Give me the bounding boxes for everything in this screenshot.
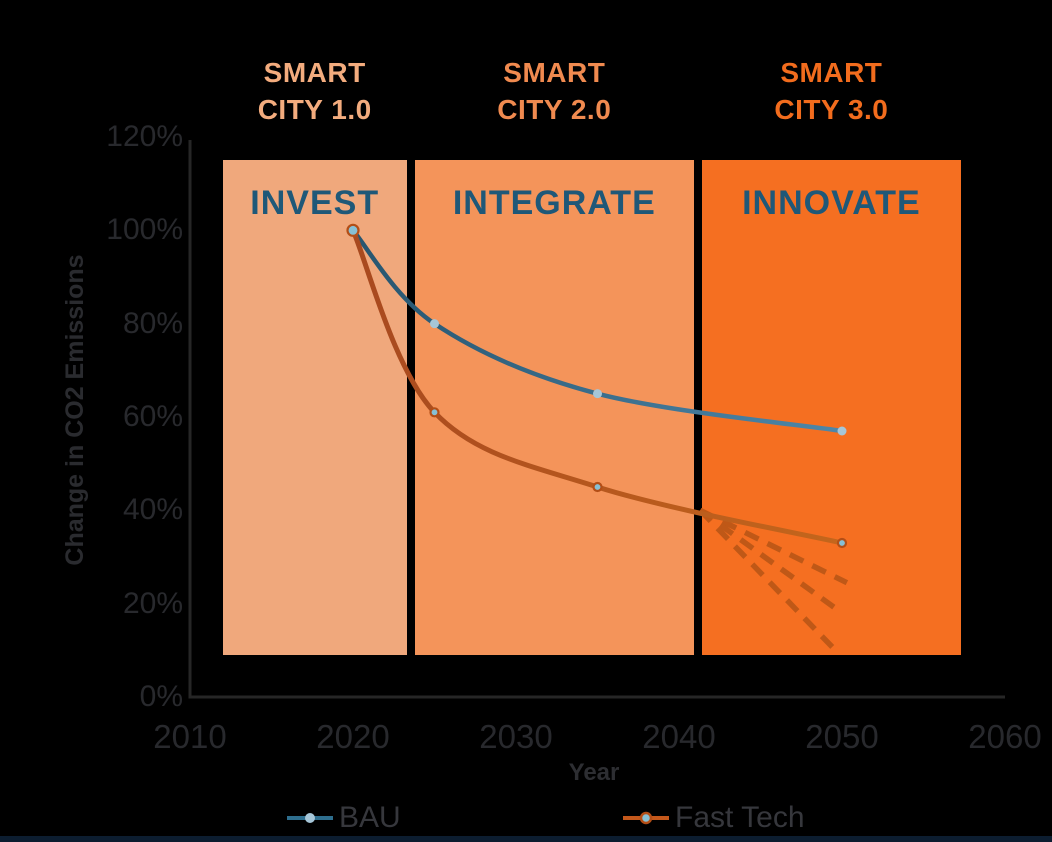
era-title-line: SMART bbox=[263, 57, 366, 88]
era-title-line: CITY 1.0 bbox=[257, 94, 372, 125]
x-tick-label-2050: 2050 bbox=[805, 718, 879, 755]
x-tick-label-2030: 2030 bbox=[479, 718, 553, 755]
band-label-innovate: INNOVATE bbox=[742, 184, 921, 223]
band-smart-city-3: INNOVATE bbox=[701, 160, 961, 655]
era-title-line: CITY 2.0 bbox=[497, 94, 612, 125]
era-title-line: CITY 3.0 bbox=[774, 94, 889, 125]
y-tick-label-100%: 100% bbox=[106, 213, 183, 247]
y-tick-label-60%: 60% bbox=[122, 400, 183, 433]
legend-label-fast-tech: Fast Tech bbox=[675, 801, 805, 834]
y-tick-label-0%: 0% bbox=[139, 680, 183, 713]
y-tick-label-80%: 80% bbox=[122, 306, 183, 340]
x-tick-label-2060: 2060 bbox=[968, 718, 1042, 755]
era-title-line: SMART bbox=[780, 57, 883, 88]
y-tick-label-120%: 120% bbox=[106, 120, 183, 153]
y-tick-label-40%: 40% bbox=[122, 493, 183, 527]
legend-swatch-bau-icon bbox=[287, 813, 333, 823]
legend-item-fast-tech: Fast Tech bbox=[622, 801, 805, 835]
era-title-smart-city-1: SMART CITY 1.0 bbox=[223, 54, 407, 128]
y-axis-title: Change in CO2 Emissions bbox=[61, 254, 89, 566]
y-tick-label-20%: 20% bbox=[122, 586, 183, 620]
x-axis-title: Year bbox=[568, 759, 620, 786]
band-label-integrate: INTEGRATE bbox=[452, 184, 656, 223]
legend-swatch-fast-tech-icon bbox=[623, 811, 669, 825]
era-title-line: SMART bbox=[503, 57, 606, 88]
era-title-smart-city-2: SMART CITY 2.0 bbox=[415, 54, 694, 128]
band-label-invest: INVEST bbox=[250, 184, 380, 223]
x-tick-label-2020: 2020 bbox=[316, 718, 390, 755]
band-smart-city-1: INVEST bbox=[222, 160, 407, 655]
legend-label-bau: BAU bbox=[339, 801, 401, 834]
bottom-border-bar bbox=[0, 836, 1052, 842]
x-tick-label-2010: 2010 bbox=[153, 718, 227, 755]
era-title-smart-city-3: SMART CITY 3.0 bbox=[702, 54, 961, 128]
legend-item-bau: BAU bbox=[286, 801, 401, 835]
x-tick-label-2040: 2040 bbox=[642, 718, 716, 755]
band-smart-city-2: INTEGRATE bbox=[414, 160, 694, 655]
